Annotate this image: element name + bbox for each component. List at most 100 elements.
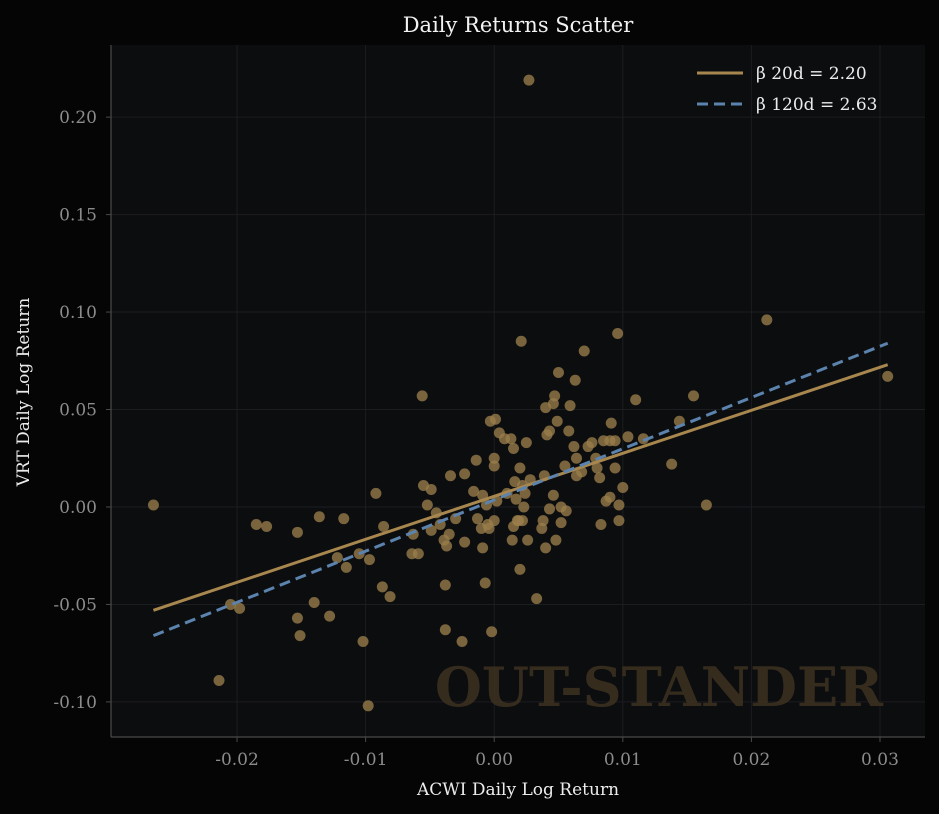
data-point — [609, 462, 621, 474]
data-point — [518, 501, 530, 513]
data-point — [540, 542, 552, 554]
data-point — [517, 515, 529, 527]
y-tick-label: 0.05 — [59, 401, 97, 421]
data-point — [613, 499, 625, 511]
regression-line-20d — [152, 363, 889, 612]
data-point — [444, 470, 456, 482]
data-point — [363, 554, 375, 566]
data-point — [571, 452, 583, 464]
x-tick-label: -0.02 — [215, 750, 259, 770]
data-point — [477, 542, 489, 554]
legend-label-120d: β 120d = 2.63 — [756, 95, 877, 115]
data-point — [488, 460, 500, 472]
data-point — [882, 370, 894, 382]
data-point — [761, 314, 773, 326]
data-point — [595, 519, 607, 531]
data-point — [376, 581, 388, 593]
data-point — [147, 499, 159, 511]
watermark-text: OUT-STANDER — [435, 655, 884, 719]
data-point — [331, 552, 343, 564]
data-point — [308, 596, 320, 608]
data-point — [604, 491, 616, 503]
y-axis-ticks: -0.10 -0.05 0.00 0.05 0.10 0.15 0.20 — [53, 108, 111, 713]
data-point — [622, 431, 634, 443]
data-point — [551, 415, 563, 427]
data-point — [564, 400, 576, 412]
data-point — [456, 635, 468, 647]
data-point — [357, 635, 369, 647]
data-point — [384, 591, 396, 603]
data-point — [578, 345, 590, 357]
y-tick-label: 0.15 — [59, 206, 97, 226]
data-point — [294, 630, 306, 642]
data-point — [338, 513, 350, 525]
data-point — [550, 534, 562, 546]
data-point — [291, 612, 303, 624]
x-tick-label: 0.00 — [475, 750, 513, 770]
y-tick-label: 0.00 — [59, 498, 97, 518]
x-tick-label: -0.01 — [344, 750, 388, 770]
data-point — [514, 563, 526, 575]
data-point — [491, 495, 503, 507]
y-axis-label: VRT Daily Log Return — [14, 298, 34, 488]
data-point — [486, 626, 498, 638]
data-point — [340, 561, 352, 573]
regression-line-120d — [152, 341, 889, 638]
data-point — [507, 443, 519, 455]
data-point — [488, 452, 500, 464]
data-point — [443, 528, 455, 540]
data-point — [439, 624, 451, 636]
data-point — [313, 511, 325, 523]
data-point — [531, 593, 543, 605]
y-tick-label: -0.10 — [53, 693, 97, 713]
data-point — [505, 433, 517, 445]
data-point — [370, 487, 382, 499]
data-point — [700, 499, 712, 511]
data-point — [563, 425, 575, 437]
data-point — [261, 520, 273, 532]
data-point — [479, 577, 491, 589]
data-point — [555, 517, 567, 529]
data-point — [605, 417, 617, 429]
plot-area — [111, 45, 925, 737]
grid — [111, 45, 925, 737]
data-point — [506, 534, 518, 546]
x-axis-label: ACWI Daily Log Return — [416, 780, 619, 800]
data-point — [553, 366, 565, 378]
chart-title: Daily Returns Scatter — [403, 13, 635, 37]
legend-label-20d: β 20d = 2.20 — [756, 64, 867, 84]
data-point — [612, 327, 624, 339]
data-point — [378, 520, 390, 532]
data-point — [586, 437, 598, 449]
data-point — [544, 425, 556, 437]
data-point — [591, 462, 603, 474]
data-point — [688, 390, 700, 402]
data-point — [637, 433, 649, 445]
data-point — [613, 515, 625, 527]
data-point — [523, 74, 535, 86]
data-point — [594, 472, 606, 484]
data-point — [609, 435, 621, 447]
data-point — [483, 522, 495, 534]
data-point — [234, 602, 246, 614]
data-point — [569, 374, 581, 386]
data-point — [547, 489, 559, 501]
data-point — [522, 534, 534, 546]
data-point — [324, 610, 336, 622]
x-tick-label: 0.03 — [861, 750, 899, 770]
y-tick-label: 0.20 — [59, 108, 97, 128]
data-point — [471, 513, 483, 525]
data-point — [514, 462, 526, 474]
data-point — [537, 515, 549, 527]
data-point — [544, 503, 556, 515]
data-point — [439, 579, 451, 591]
data-point — [559, 460, 571, 472]
data-point — [459, 468, 471, 480]
y-tick-label: -0.05 — [53, 595, 97, 615]
data-point — [291, 526, 303, 538]
data-point — [421, 499, 433, 511]
x-axis-ticks: -0.02 -0.01 0.00 0.01 0.02 0.03 — [215, 737, 899, 770]
data-point — [459, 536, 471, 548]
data-point — [450, 513, 462, 525]
data-point — [666, 458, 678, 470]
